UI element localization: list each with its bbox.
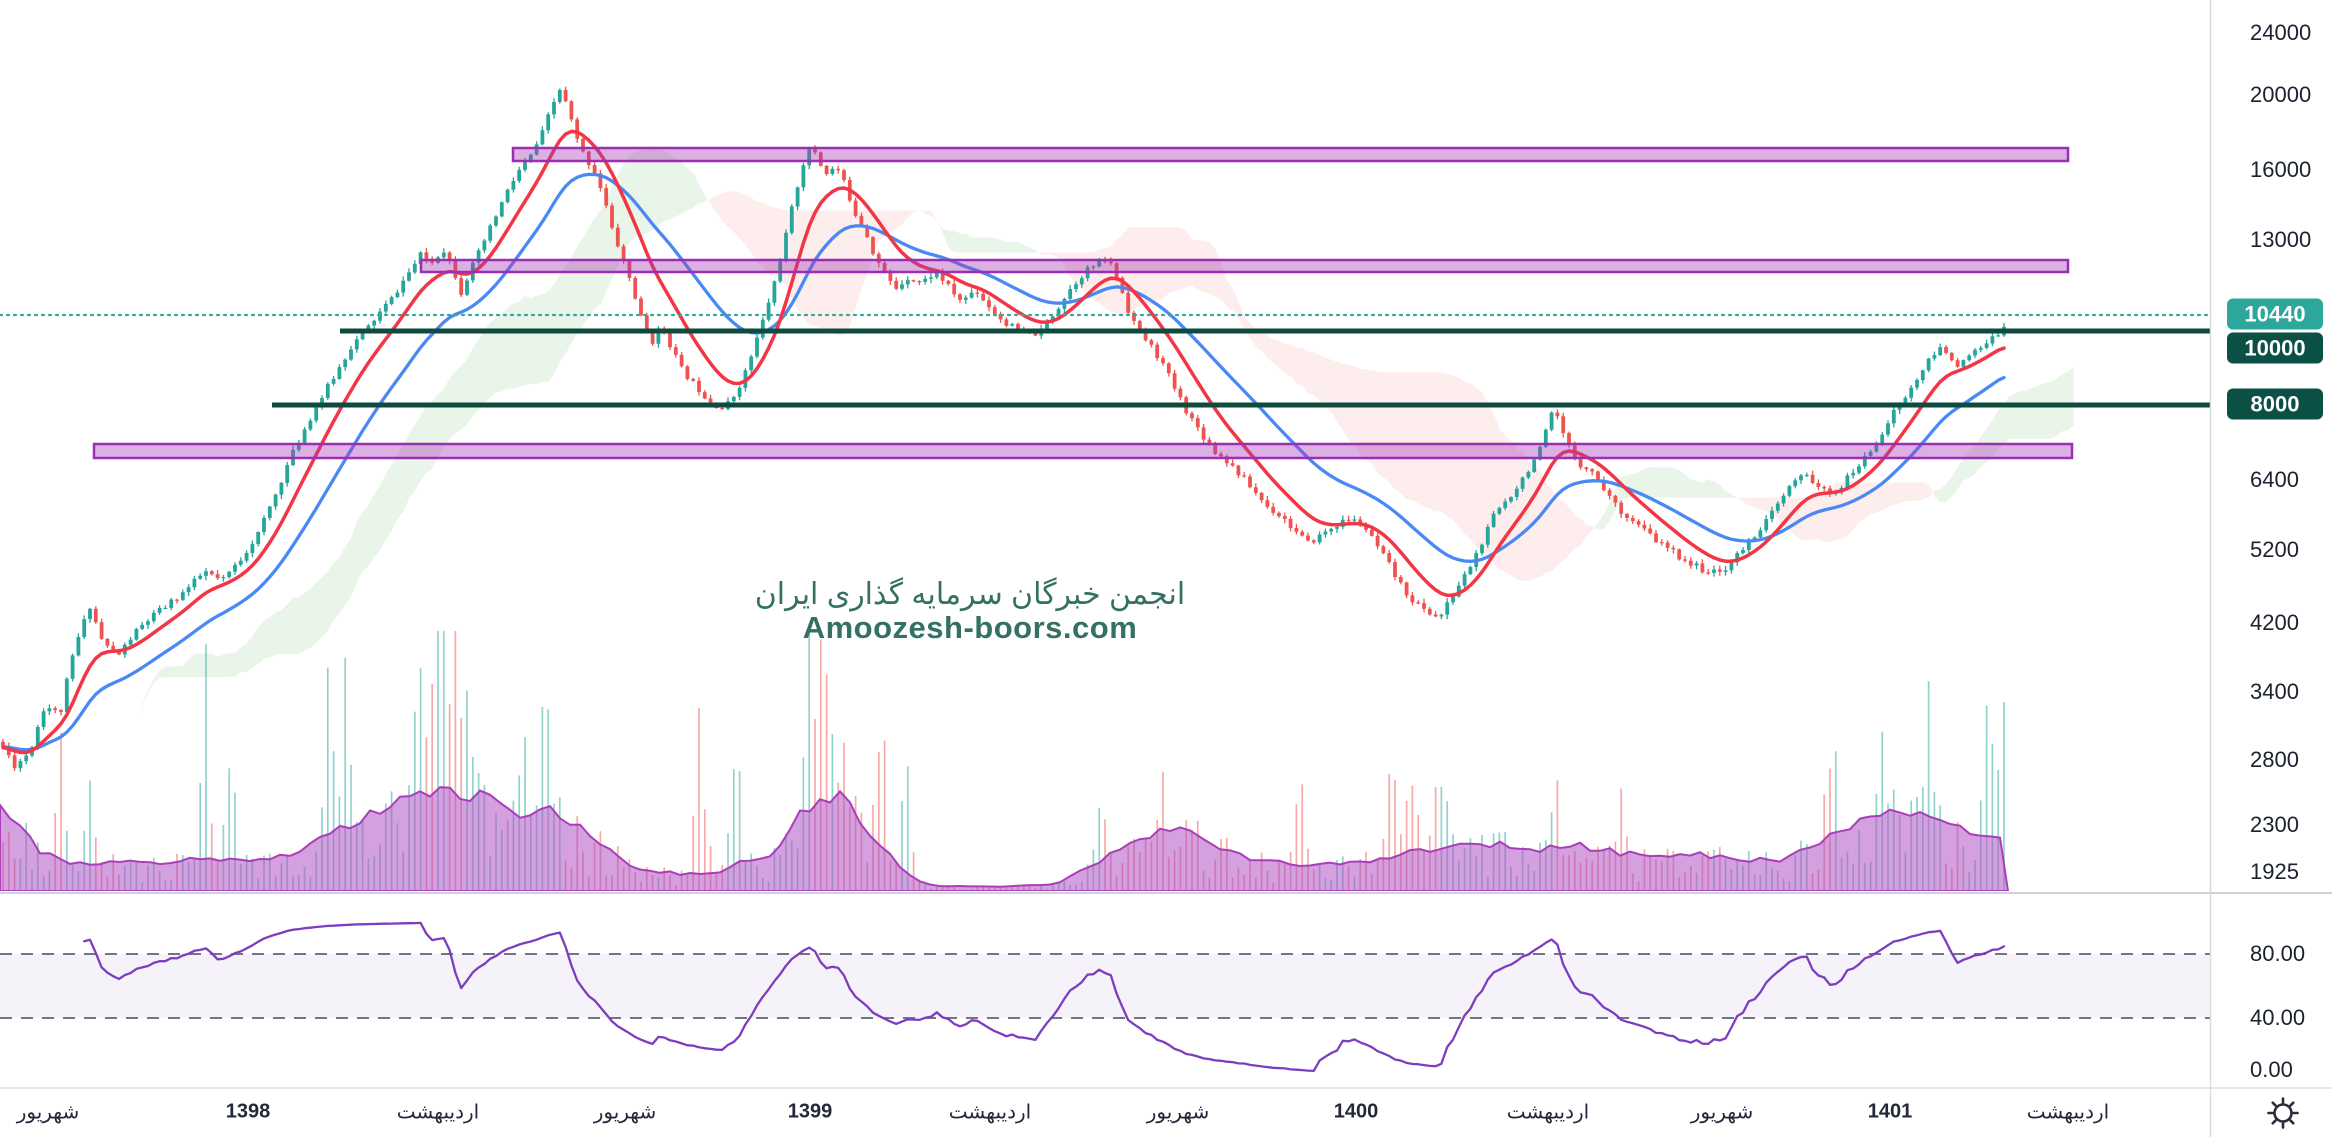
time-axis-label: اردیبهشت [2026, 1101, 2110, 1124]
price-badge: 8000 [2227, 388, 2323, 420]
time-axis-label: اردیبهشت [1506, 1101, 1590, 1124]
rsi-line [83, 921, 2006, 1072]
main-pane [0, 86, 2074, 891]
time-axis-label: 1398 [225, 1100, 271, 1123]
price-badge: 10440 [2227, 298, 2323, 330]
price-axis-label: 2300 [2250, 812, 2299, 837]
ma-slow-line [1, 172, 2006, 752]
price-axis-label: 1925 [2250, 859, 2299, 884]
price-axis-label: 20000 [2250, 82, 2312, 107]
rsi-axis-label: 80.00 [2250, 941, 2306, 966]
rsi-pane [0, 921, 2210, 1072]
price-axis-label: 3400 [2250, 679, 2299, 704]
time-axis-label: 1399 [787, 1100, 833, 1123]
time-axis-label: شهریور [1146, 1101, 1210, 1124]
ma-fast-line [1, 129, 2006, 755]
price-axis-label: 6400 [2250, 467, 2299, 492]
price-badge: 10000 [2227, 332, 2323, 364]
gear-icon [2267, 1097, 2299, 1129]
price-axis-label: 2800 [2250, 747, 2299, 772]
time-axis-label: 1400 [1333, 1100, 1379, 1123]
time-axis-label: شهریور [1690, 1101, 1754, 1124]
supply-zone-16500[interactable] [511, 146, 2070, 163]
price-axis-label: 4200 [2250, 610, 2299, 635]
rsi-axis-label: 40.00 [2250, 1005, 2306, 1030]
rsi-axis-label: 0.00 [2250, 1057, 2293, 1082]
time-axis-label: اردیبهشت [396, 1101, 480, 1124]
time-axis-label: شهریور [593, 1101, 657, 1124]
supply-zone-12500[interactable] [419, 258, 2070, 274]
time-axis-label: شهریور [16, 1101, 80, 1124]
time-axis-label: اردیبهشت [948, 1101, 1032, 1124]
price-axis-label: 5200 [2250, 537, 2299, 562]
price-axis-label: 16000 [2250, 157, 2312, 182]
volume-area [0, 786, 2010, 891]
time-axis-label: 1401 [1867, 1100, 1913, 1123]
chart-settings-button[interactable] [2262, 1094, 2304, 1132]
price-axis-label: 13000 [2250, 227, 2312, 252]
demand-zone-7000[interactable] [92, 442, 2074, 460]
price-axis-label: 24000 [2250, 20, 2312, 45]
